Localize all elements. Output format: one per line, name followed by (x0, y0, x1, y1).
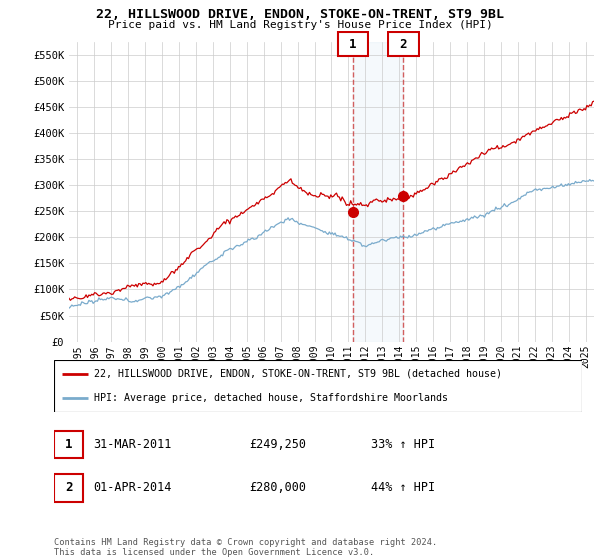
Text: 2: 2 (400, 38, 407, 51)
Text: Price paid vs. HM Land Registry's House Price Index (HPI): Price paid vs. HM Land Registry's House … (107, 20, 493, 30)
FancyBboxPatch shape (54, 431, 83, 459)
Text: 22, HILLSWOOD DRIVE, ENDON, STOKE-ON-TRENT, ST9 9BL (detached house): 22, HILLSWOOD DRIVE, ENDON, STOKE-ON-TRE… (94, 369, 502, 379)
Text: 33% ↑ HPI: 33% ↑ HPI (371, 438, 435, 451)
Text: HPI: Average price, detached house, Staffordshire Moorlands: HPI: Average price, detached house, Staf… (94, 393, 448, 403)
FancyBboxPatch shape (338, 32, 368, 57)
Text: 1: 1 (65, 438, 72, 451)
Text: Contains HM Land Registry data © Crown copyright and database right 2024.
This d: Contains HM Land Registry data © Crown c… (54, 538, 437, 557)
FancyBboxPatch shape (388, 32, 419, 57)
Bar (353, 42, 403, 342)
Text: 44% ↑ HPI: 44% ↑ HPI (371, 482, 435, 494)
FancyBboxPatch shape (54, 360, 582, 412)
Text: 01-APR-2014: 01-APR-2014 (94, 482, 172, 494)
Text: £280,000: £280,000 (250, 482, 307, 494)
FancyBboxPatch shape (54, 474, 83, 502)
Text: 2: 2 (65, 482, 72, 494)
Text: £249,250: £249,250 (250, 438, 307, 451)
Text: 31-MAR-2011: 31-MAR-2011 (94, 438, 172, 451)
Text: 1: 1 (349, 38, 356, 51)
Text: 22, HILLSWOOD DRIVE, ENDON, STOKE-ON-TRENT, ST9 9BL: 22, HILLSWOOD DRIVE, ENDON, STOKE-ON-TRE… (96, 8, 504, 21)
